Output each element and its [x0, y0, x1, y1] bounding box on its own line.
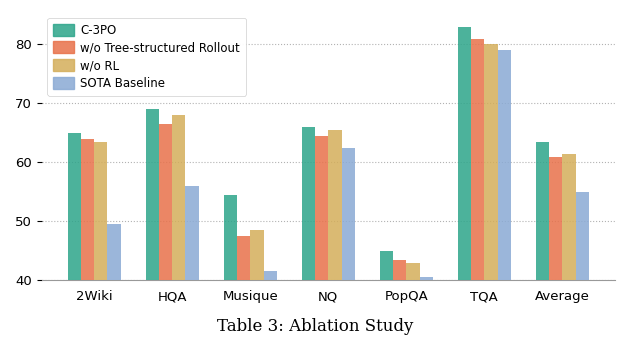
Bar: [250, 230, 263, 280]
Text: Table 3: Ablation Study: Table 3: Ablation Study: [217, 318, 413, 335]
Bar: [471, 39, 484, 280]
Bar: [484, 44, 498, 280]
Bar: [576, 192, 589, 280]
Bar: [263, 272, 277, 280]
Bar: [94, 142, 108, 280]
Bar: [302, 127, 315, 280]
Legend: C-3PO, w/o Tree-structured Rollout, w/o RL, SOTA Baseline: C-3PO, w/o Tree-structured Rollout, w/o …: [47, 18, 246, 96]
Bar: [328, 130, 341, 280]
Bar: [458, 27, 471, 280]
Bar: [498, 50, 511, 280]
Bar: [393, 260, 406, 280]
Bar: [380, 251, 393, 280]
Bar: [159, 124, 172, 280]
Bar: [81, 139, 94, 280]
Bar: [67, 133, 81, 280]
Bar: [420, 277, 433, 280]
Bar: [549, 157, 563, 280]
Bar: [172, 115, 185, 280]
Bar: [146, 109, 159, 280]
Bar: [237, 236, 250, 280]
Bar: [536, 142, 549, 280]
Bar: [563, 154, 576, 280]
Bar: [315, 136, 328, 280]
Bar: [224, 195, 237, 280]
Bar: [108, 224, 121, 280]
Bar: [406, 263, 420, 280]
Bar: [185, 186, 198, 280]
Bar: [341, 148, 355, 280]
